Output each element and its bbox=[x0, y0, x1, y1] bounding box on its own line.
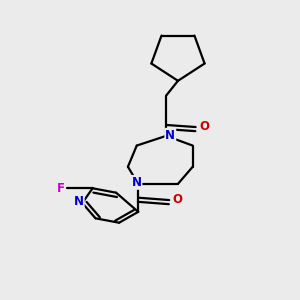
Text: F: F bbox=[56, 182, 64, 195]
Text: O: O bbox=[199, 120, 209, 133]
Text: N: N bbox=[131, 176, 142, 189]
Text: N: N bbox=[165, 129, 175, 142]
Text: N: N bbox=[74, 195, 84, 208]
Text: O: O bbox=[172, 193, 182, 206]
